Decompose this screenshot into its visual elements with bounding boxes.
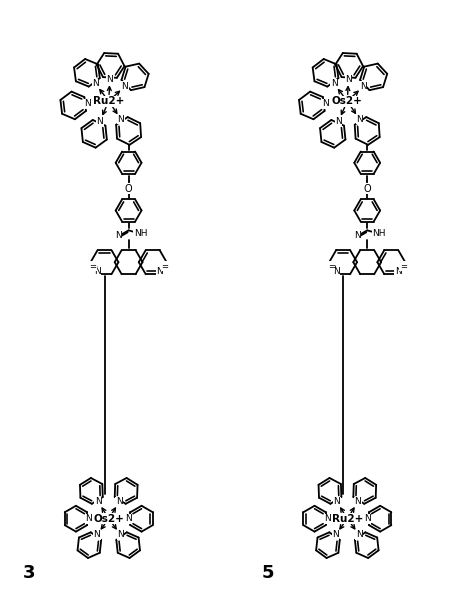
Text: N: N	[364, 514, 371, 523]
Text: N: N	[116, 497, 123, 507]
Text: Ru2+: Ru2+	[332, 514, 363, 524]
Text: Ru2+: Ru2+	[93, 96, 125, 106]
Text: N: N	[156, 268, 163, 277]
Text: NH: NH	[134, 229, 147, 238]
Text: N: N	[354, 231, 361, 240]
Text: N: N	[84, 100, 91, 108]
Text: N: N	[360, 82, 367, 91]
Text: O: O	[125, 184, 132, 194]
Text: N: N	[355, 497, 361, 507]
Text: N: N	[94, 268, 101, 277]
Text: Os2+: Os2+	[332, 96, 363, 106]
Text: N: N	[121, 82, 128, 91]
Text: N: N	[125, 514, 132, 523]
Text: N: N	[92, 79, 99, 88]
Text: 3: 3	[23, 564, 36, 582]
Text: N: N	[115, 231, 122, 240]
Text: N: N	[322, 100, 329, 108]
Text: N: N	[85, 514, 92, 523]
Text: =: =	[89, 262, 96, 271]
Text: N: N	[333, 268, 339, 277]
Text: N: N	[117, 530, 124, 539]
Text: Os2+: Os2+	[93, 514, 124, 524]
Text: N: N	[332, 530, 339, 539]
Text: =: =	[161, 262, 168, 271]
Text: 5: 5	[262, 564, 274, 582]
Text: O: O	[364, 184, 371, 194]
Text: =: =	[328, 262, 335, 271]
Text: N: N	[335, 117, 342, 126]
Text: N: N	[96, 117, 103, 126]
Text: N: N	[331, 79, 337, 88]
Text: N: N	[395, 268, 401, 277]
Text: N: N	[333, 497, 340, 507]
Text: N: N	[345, 75, 352, 84]
Text: N: N	[95, 497, 101, 507]
Text: N: N	[356, 530, 363, 539]
Text: N: N	[107, 75, 113, 84]
Text: NH: NH	[373, 229, 386, 238]
Text: N: N	[94, 530, 100, 539]
Text: N: N	[324, 514, 331, 523]
Text: N: N	[356, 115, 363, 124]
Text: =: =	[400, 262, 407, 271]
Text: N: N	[118, 115, 124, 124]
